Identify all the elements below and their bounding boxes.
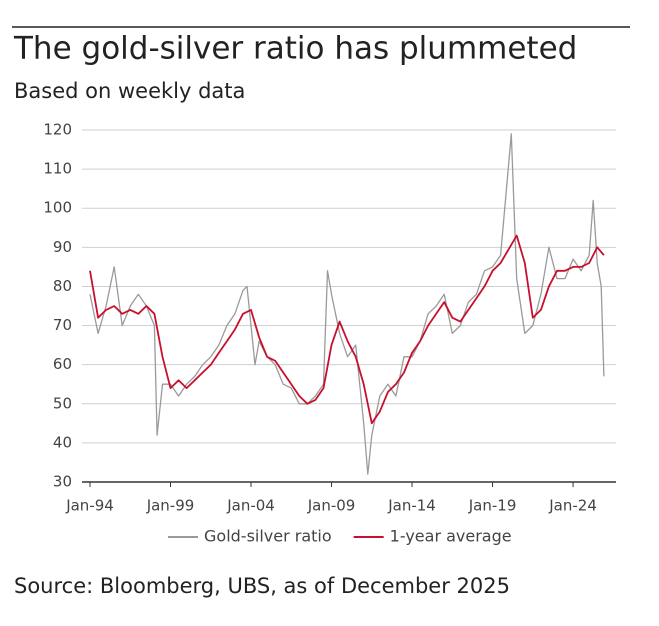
x-tick-label: Jan-14: [387, 497, 436, 515]
chart-subtitle: Based on weekly data: [14, 79, 245, 103]
series-line: [89, 133, 605, 475]
legend-label: 1-year average: [390, 527, 512, 546]
x-tick-label: Jan-94: [65, 497, 114, 515]
series-line: [89, 234, 605, 425]
x-tick-label: Jan-04: [226, 497, 275, 515]
y-tick-label: 40: [53, 433, 72, 451]
plot-area: 30 40 50 60 70 80 90 100 110 120 Jan-94 Jan-99 Jan-0…: [43, 121, 616, 546]
x-tick-label: Jan-99: [146, 497, 195, 515]
x-tick-label: Jan-24: [548, 497, 597, 515]
y-tick-label: 90: [53, 238, 72, 256]
x-tick-label: Jan-09: [307, 497, 356, 515]
y-tick-label: 120: [43, 121, 72, 139]
source-note: Source: Bloomberg, UBS, as of December 2…: [14, 574, 510, 598]
y-tick-label: 50: [53, 394, 72, 412]
chart-title: The gold-silver ratio has plummeted: [13, 31, 577, 67]
y-tick-label: 110: [43, 160, 72, 178]
y-tick-label: 30: [53, 473, 72, 491]
legend-label: Gold-silver ratio: [204, 527, 332, 546]
y-tick-label: 80: [53, 277, 72, 295]
y-tick-label: 70: [53, 316, 72, 334]
y-tick-label: 100: [43, 199, 72, 217]
x-tick-label: Jan-19: [468, 497, 517, 515]
y-tick-label: 60: [53, 355, 72, 373]
